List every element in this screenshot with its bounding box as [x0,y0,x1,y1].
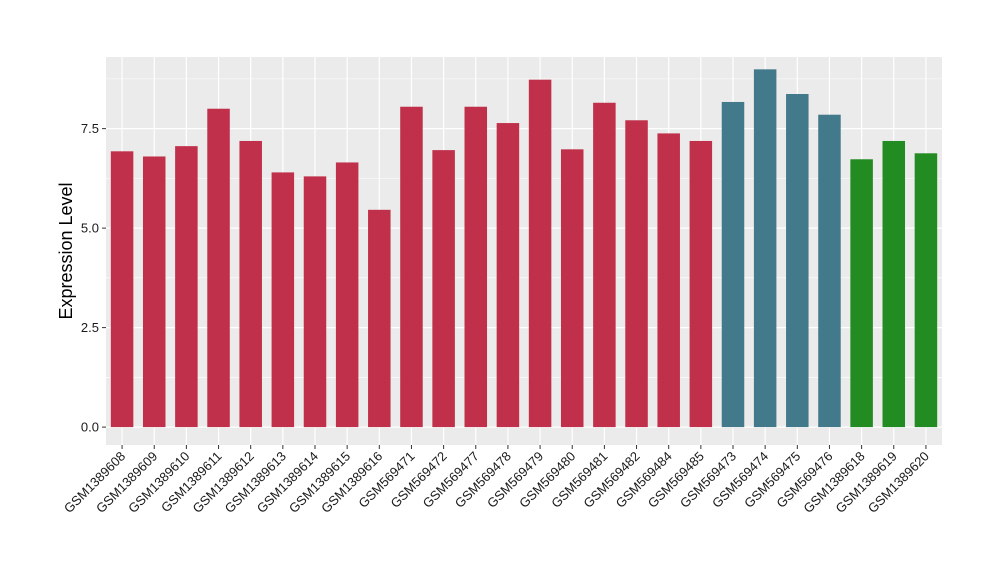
bar-GSM1389609 [142,156,166,428]
bars [110,69,938,428]
bar-GSM1389612 [239,140,262,428]
bar-GSM1389613 [271,172,295,428]
bar-GSM569473 [721,101,745,428]
bar-GSM569471 [400,106,423,428]
bar-GSM569475 [786,94,809,428]
bar-GSM1389610 [175,146,198,428]
bar-GSM1389616 [368,209,391,428]
bar-GSM1389618 [850,159,873,428]
bar-GSM569476 [818,114,841,428]
bar-GSM569478 [496,123,520,428]
bar-GSM569484 [657,133,680,428]
bar-GSM569479 [528,79,552,428]
bar-GSM569485 [689,140,713,428]
y-axis: 0.0 2.5 5.0 7.5 [81,121,106,435]
bar-GSM569474 [753,69,777,428]
bar-GSM1389619 [882,140,906,428]
y-tick-label: 5.0 [81,221,99,236]
bar-GSM569472 [432,150,455,428]
bar-GSM1389608 [110,151,134,428]
bar-GSM569481 [593,102,616,428]
bar-GSM569482 [625,120,648,428]
bar-GSM569480 [560,149,584,428]
bar-GSM1389620 [914,153,938,428]
y-tick-label: 7.5 [81,121,99,136]
y-axis-title: Expression Level [56,182,76,319]
bar-GSM1389614 [303,176,327,428]
bar-GSM1389611 [207,108,230,428]
plot-panel [106,57,942,445]
y-tick-label: 2.5 [81,320,99,335]
bar-GSM1389615 [335,162,359,428]
bar-GSM569477 [464,106,488,428]
x-axis: GSM1389608GSM1389609GSM1389610GSM1389611… [61,445,932,516]
y-tick-label: 0.0 [81,420,99,435]
